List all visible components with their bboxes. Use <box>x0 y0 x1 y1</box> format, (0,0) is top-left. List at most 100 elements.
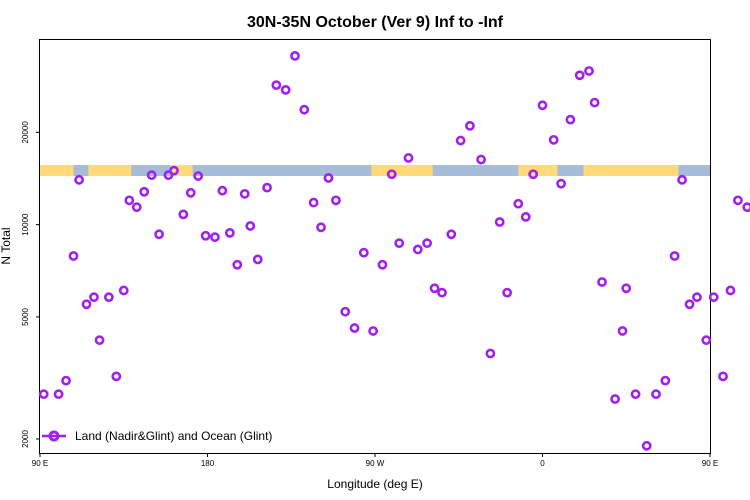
data-point <box>537 100 548 111</box>
y-axis-label: N Total <box>0 227 13 264</box>
data-point <box>651 389 661 400</box>
chart-title: 30N-35N October (Ver 9) Inf to -Inf <box>247 14 504 31</box>
y-tick-label: 5000 <box>21 307 30 325</box>
data-point <box>742 202 750 213</box>
data-point <box>617 326 628 336</box>
band-land-3 <box>371 165 433 176</box>
data-point <box>163 170 174 181</box>
data-point <box>465 120 475 131</box>
data-point <box>455 135 466 146</box>
data-point <box>154 229 165 240</box>
data-point <box>584 66 594 76</box>
data-point <box>131 202 142 213</box>
data-point <box>669 251 680 261</box>
data-point <box>349 323 360 333</box>
data-point <box>340 306 351 317</box>
data-point <box>412 244 423 255</box>
data-point <box>660 375 671 386</box>
data-point <box>290 50 300 61</box>
x-tick-label: 90 E <box>702 459 718 468</box>
surface-band <box>40 165 710 176</box>
data-point <box>597 277 607 287</box>
data-point <box>81 299 92 310</box>
data-point <box>308 197 319 208</box>
data-point <box>556 178 567 189</box>
data-point <box>610 394 620 404</box>
band-land-5 <box>583 165 679 176</box>
band-land-4 <box>518 165 558 176</box>
data-point <box>446 229 457 240</box>
data-point <box>323 173 334 183</box>
data-point <box>210 232 220 243</box>
data-point <box>621 283 632 294</box>
data-point <box>358 247 369 258</box>
data-point <box>677 174 687 185</box>
data-point <box>377 259 388 270</box>
data-point <box>589 97 600 108</box>
data-point <box>252 254 263 265</box>
data-point <box>38 389 49 400</box>
data-point <box>403 153 414 163</box>
data-point <box>394 238 405 249</box>
legend: Land (Nadir&Glint) and Ocean (Glint) <box>42 429 272 443</box>
band-land-2 <box>170 165 193 176</box>
data-point <box>528 169 539 180</box>
y-axis: 2000 5000 10000 20000 <box>21 121 40 448</box>
data-point <box>630 389 641 400</box>
x-axis-label: Longitude (deg E) <box>327 477 422 491</box>
y-tick-label: 10000 <box>21 213 30 236</box>
data-point <box>513 198 524 209</box>
data-points <box>38 50 750 451</box>
data-point <box>94 335 105 346</box>
x-tick-label: 0 <box>540 459 545 468</box>
data-point <box>574 70 585 81</box>
data-point <box>368 326 379 336</box>
x-tick-label: 90 E <box>32 459 48 468</box>
data-point <box>733 195 743 206</box>
data-point <box>725 285 736 296</box>
data-point <box>386 169 397 180</box>
legend-label: Land (Nadir&Glint) and Ocean (Glint) <box>75 429 272 443</box>
data-point <box>74 174 84 185</box>
data-point <box>185 187 196 198</box>
data-point <box>271 80 282 91</box>
data-point <box>200 230 211 241</box>
data-point <box>485 348 496 359</box>
data-point <box>103 292 114 303</box>
data-point <box>89 292 99 303</box>
data-point <box>61 375 71 386</box>
data-point <box>232 259 243 270</box>
data-point <box>53 389 64 400</box>
x-tick-label: 90 W <box>366 459 385 468</box>
band-land-0 <box>40 165 74 176</box>
data-point <box>692 292 702 303</box>
data-point <box>262 182 272 193</box>
y-tick-label: 20000 <box>21 121 30 144</box>
data-point <box>139 186 150 197</box>
data-point <box>124 195 135 206</box>
data-point <box>708 292 719 303</box>
data-point <box>118 285 129 296</box>
data-point <box>217 185 228 196</box>
data-point <box>494 217 505 227</box>
data-point <box>502 287 513 298</box>
data-point <box>193 171 204 181</box>
data-point <box>565 114 576 125</box>
data-point <box>111 371 122 382</box>
legend-marker <box>48 430 60 442</box>
band-land-1 <box>88 165 132 176</box>
data-point <box>146 170 157 181</box>
y-tick-label: 2000 <box>21 430 30 448</box>
data-point <box>422 238 433 249</box>
data-point <box>701 335 712 346</box>
data-point <box>224 227 235 238</box>
data-point <box>437 287 447 298</box>
data-point <box>641 440 652 451</box>
data-point <box>169 165 179 176</box>
x-axis: 90 E 180 90 W 0 90 E <box>32 453 718 468</box>
x-tick-label: 180 <box>201 459 215 468</box>
data-point <box>684 299 695 310</box>
data-point <box>718 371 728 382</box>
